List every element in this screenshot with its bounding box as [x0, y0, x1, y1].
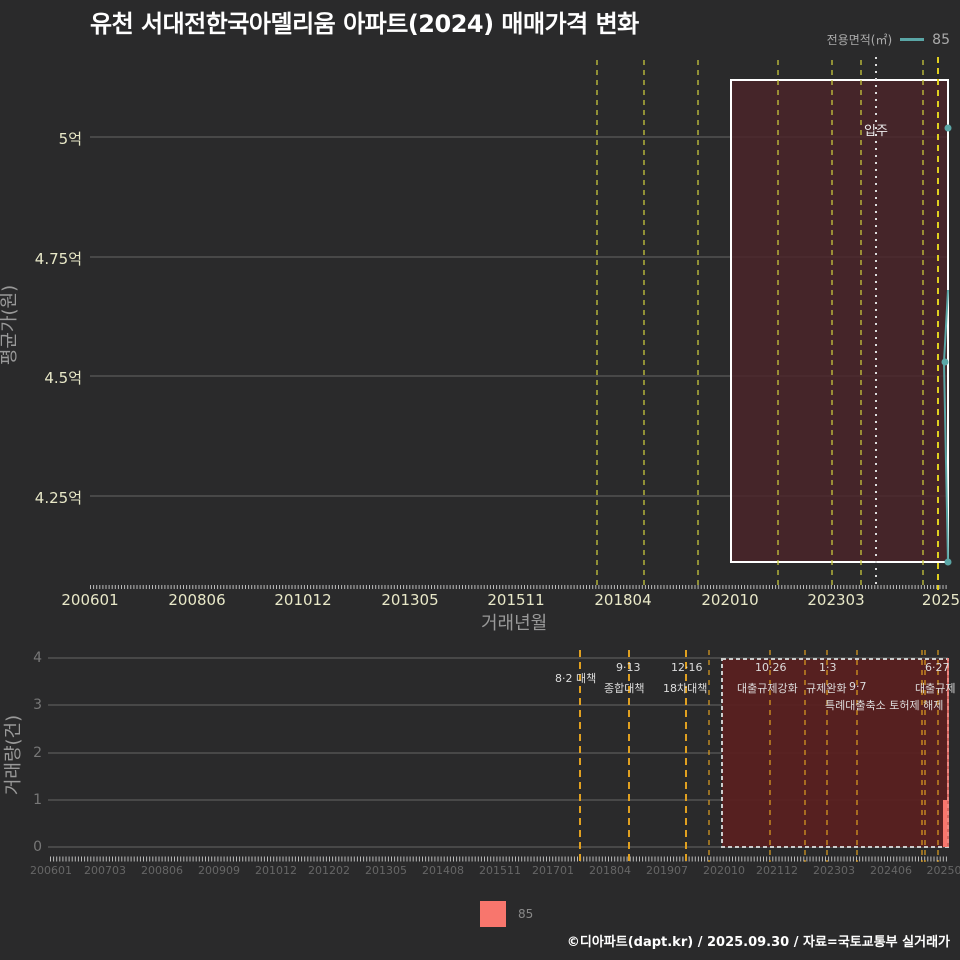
x-tick: 201408	[422, 864, 464, 877]
x-tick: 201511	[479, 864, 521, 877]
legend-value: 85	[932, 31, 950, 48]
event-date: 10·26	[755, 661, 787, 674]
x-tick: 200806	[168, 591, 226, 609]
legend-line-icon	[900, 38, 925, 41]
x-tick: 200601	[61, 591, 119, 609]
x-tick: 201305	[381, 591, 439, 609]
y-tick: 4.5억	[44, 369, 82, 387]
y-tick: 4	[33, 650, 42, 666]
x-tick: 202303	[813, 864, 855, 877]
event-label: 종합대책	[604, 682, 645, 695]
y-axis-title: 평균가(원)	[0, 284, 21, 366]
event-date: 8·2 대책	[555, 672, 597, 685]
x-tick: 201202	[308, 864, 350, 877]
y-tick: 5억	[58, 130, 82, 148]
x-tick: 202406	[870, 864, 912, 877]
y-tick: 0	[33, 839, 42, 855]
event-label: 특례대출축소 토허제 해제	[825, 699, 944, 712]
x-tick: 202112	[756, 864, 798, 877]
event-date: 1·3	[819, 661, 837, 674]
top-legend: 전용면적(㎡) 85	[827, 31, 950, 48]
y-tick: 4.75억	[34, 250, 82, 268]
x-tick: 200601	[30, 864, 72, 877]
legend-value: 85	[518, 907, 534, 921]
x-tick: 201511	[487, 591, 545, 609]
x-axis-title: 거래년월	[481, 613, 548, 634]
legend-label: 전용면적(㎡)	[826, 33, 893, 47]
event-date: 9·13	[616, 661, 641, 674]
event-label: 18차대책	[663, 682, 708, 695]
x-tick: 201012	[274, 591, 332, 609]
x-tick: 200806	[141, 864, 183, 877]
x-tick: 202010	[701, 591, 759, 609]
y-tick: 3	[33, 697, 42, 713]
x-tick: 201305	[365, 864, 407, 877]
event-label: 규제완화	[806, 682, 847, 695]
x-tick: 202303	[807, 591, 865, 609]
event-label: 대출규제	[915, 682, 955, 695]
y-tick: 1	[33, 792, 42, 808]
x-tick: 200909	[198, 864, 240, 877]
x-tick: 20250	[926, 864, 960, 877]
event-date: 9·7	[849, 680, 867, 693]
x-tick: 200703	[84, 864, 126, 877]
footer-credit: ©디아파트(dapt.kr) / 2025.09.30 / 자료=국토교통부 실…	[566, 935, 950, 950]
y-tick: 4.25억	[34, 489, 82, 507]
x-tick: 202010	[703, 864, 745, 877]
x-tick: 201701	[532, 864, 574, 877]
x-tick: 2025	[921, 591, 960, 609]
event-date: 12·16	[671, 661, 703, 674]
chart-title: 유천 서대전한국아델리움 아파트(2024) 매매가격 변화	[90, 10, 639, 38]
event-date: 6·27	[925, 661, 950, 674]
event-label: 대출규제강화	[737, 682, 798, 695]
move-in-annotation: 입주	[864, 124, 888, 139]
x-tick: 201804	[589, 864, 631, 877]
y-tick: 2	[33, 745, 42, 761]
y-axis-title-volume: 거래량(건)	[3, 714, 25, 796]
x-tick: 201907	[646, 864, 688, 877]
legend-swatch-icon	[480, 901, 506, 927]
x-tick: 201804	[594, 591, 652, 609]
x-tick: 201012	[255, 864, 297, 877]
bottom-legend: 85	[480, 901, 533, 927]
